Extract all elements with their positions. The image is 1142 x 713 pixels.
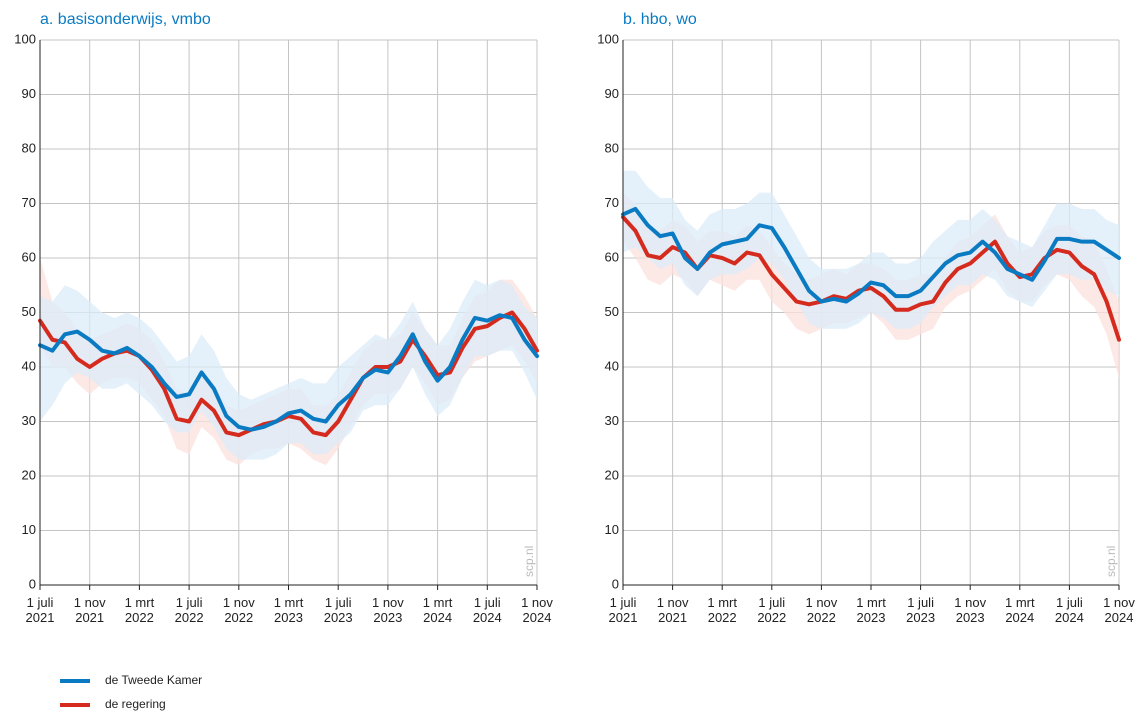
chart-title: b. hbo, wo bbox=[623, 11, 697, 28]
y-tick-label: 20 bbox=[605, 467, 619, 482]
x-tick-label: 1 juli 2023 bbox=[906, 595, 936, 625]
x-tick-label: 1 mrt 2024 bbox=[422, 595, 453, 625]
y-tick-label: 100 bbox=[14, 31, 36, 46]
y-tick-label: 40 bbox=[605, 358, 619, 373]
x-tick-label: 1 juli 2022 bbox=[757, 595, 787, 625]
x-tick-label: 1 nov 2023 bbox=[371, 595, 404, 625]
y-tick-label: 30 bbox=[605, 413, 619, 428]
y-tick-label: 90 bbox=[605, 86, 619, 101]
x-tick-label: 1 nov 2024 bbox=[1103, 595, 1135, 625]
y-tick-label: 20 bbox=[22, 467, 36, 482]
watermark: scp.nl bbox=[522, 546, 536, 577]
y-tick-label: 80 bbox=[605, 140, 619, 155]
y-tick-label: 0 bbox=[612, 576, 619, 591]
x-tick-label: 1 juli 2021 bbox=[608, 595, 638, 625]
x-tick-label: 1 mrt 2022 bbox=[124, 595, 155, 625]
x-tick-label: 1 mrt 2023 bbox=[856, 595, 886, 625]
y-tick-label: 70 bbox=[22, 195, 36, 210]
line bbox=[38, 313, 539, 432]
y-tick-label: 70 bbox=[605, 195, 619, 210]
y-tick-label: 50 bbox=[605, 304, 619, 319]
confidence-band bbox=[40, 279, 537, 460]
x-tick-label: 1 nov 2022 bbox=[222, 595, 255, 625]
x-tick-label: 1 juli 2024 bbox=[472, 595, 502, 625]
x-tick-label: 1 juli 2023 bbox=[323, 595, 353, 625]
y-tick-label: 10 bbox=[22, 522, 36, 537]
watermark: scp.nl bbox=[1104, 546, 1118, 577]
y-tick-label: 50 bbox=[22, 304, 36, 319]
y-tick-label: 60 bbox=[605, 249, 619, 264]
y-tick-label: 0 bbox=[29, 576, 36, 591]
y-tick-label: 60 bbox=[22, 249, 36, 264]
x-tick-label: 1 nov 2024 bbox=[521, 595, 553, 625]
y-tick-label: 10 bbox=[605, 522, 619, 537]
chart-title: a. basisonderwijs, vmbo bbox=[40, 11, 211, 28]
line bbox=[621, 206, 1121, 304]
y-tick-label: 90 bbox=[22, 86, 36, 101]
y-tick-label: 40 bbox=[22, 358, 36, 373]
y-tick-label: 100 bbox=[597, 31, 619, 46]
legend-label: de Tweede Kamer bbox=[105, 673, 202, 687]
x-tick-label: 1 nov 2021 bbox=[656, 595, 689, 625]
x-tick-label: 1 juli 2021 bbox=[25, 595, 55, 625]
y-tick-label: 30 bbox=[22, 413, 36, 428]
x-tick-label: 1 nov 2021 bbox=[73, 595, 106, 625]
confidence-band bbox=[623, 170, 1119, 329]
x-tick-label: 1 mrt 2022 bbox=[707, 595, 737, 625]
x-tick-label: 1 mrt 2024 bbox=[1004, 595, 1035, 625]
x-tick-label: 1 mrt 2023 bbox=[273, 595, 304, 625]
x-tick-label: 1 nov 2022 bbox=[805, 595, 838, 625]
legend-label: de regering bbox=[105, 697, 166, 711]
x-tick-label: 1 juli 2022 bbox=[174, 595, 204, 625]
y-tick-label: 80 bbox=[22, 140, 36, 155]
x-tick-label: 1 nov 2023 bbox=[954, 595, 987, 625]
x-tick-label: 1 juli 2024 bbox=[1054, 595, 1084, 625]
